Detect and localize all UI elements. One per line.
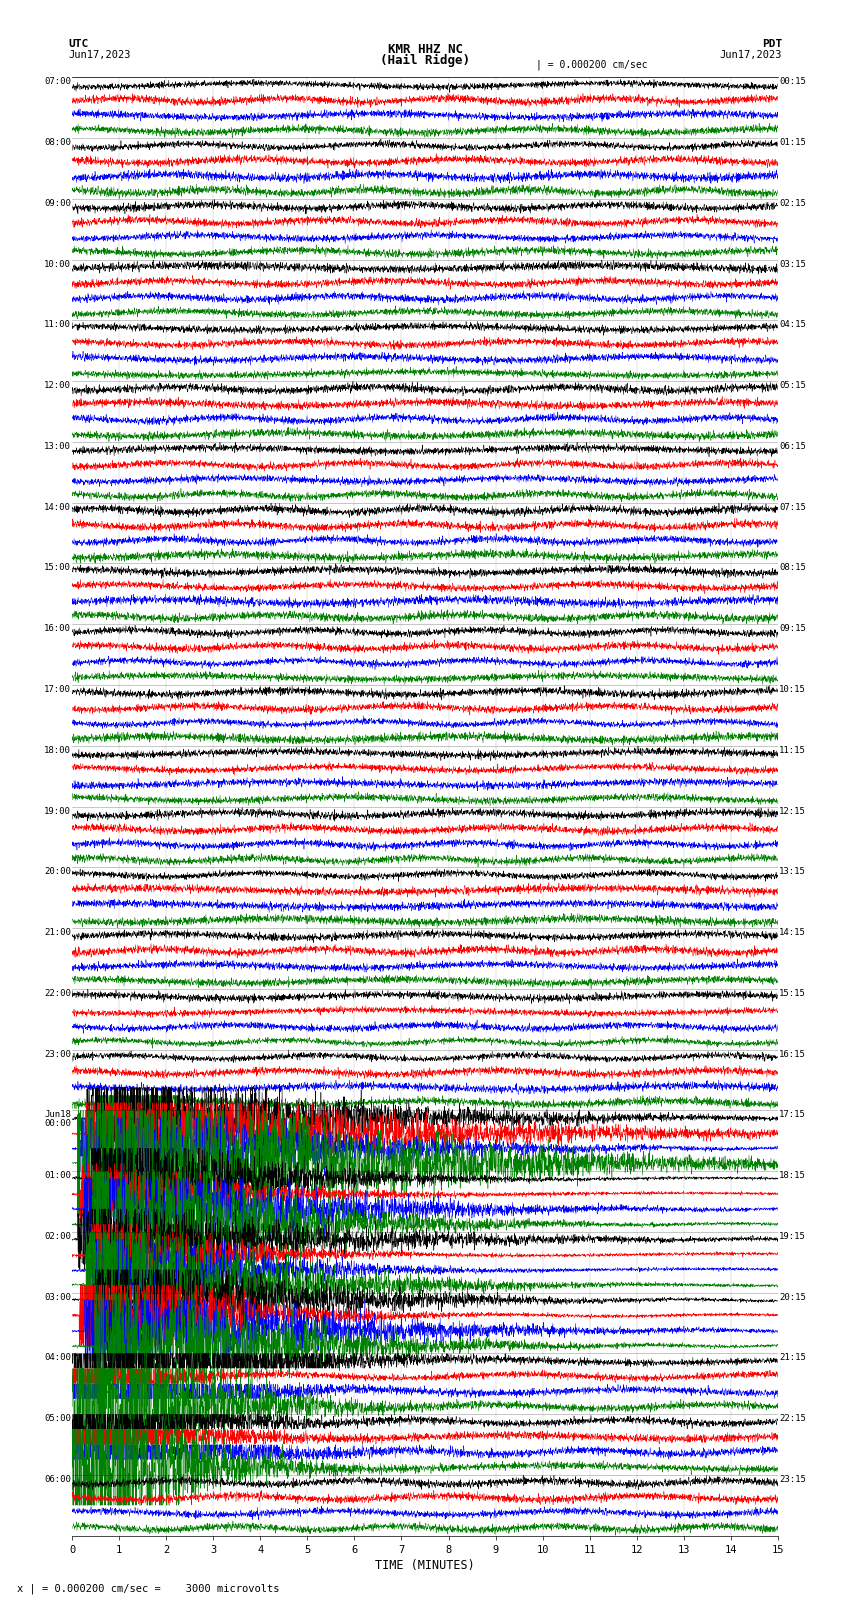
Text: 22:15: 22:15 <box>779 1415 806 1423</box>
Text: 00:15: 00:15 <box>779 77 806 87</box>
Text: 05:15: 05:15 <box>779 381 806 390</box>
Text: 08:15: 08:15 <box>779 563 806 573</box>
Text: 02:00: 02:00 <box>44 1232 71 1240</box>
Text: 13:15: 13:15 <box>779 868 806 876</box>
Text: 12:15: 12:15 <box>779 806 806 816</box>
Text: 17:00: 17:00 <box>44 686 71 694</box>
Text: 04:00: 04:00 <box>44 1353 71 1363</box>
Text: 06:00: 06:00 <box>44 1474 71 1484</box>
Text: 10:15: 10:15 <box>779 686 806 694</box>
Text: PDT: PDT <box>762 39 782 50</box>
Text: 09:00: 09:00 <box>44 198 71 208</box>
Text: 18:15: 18:15 <box>779 1171 806 1181</box>
Text: Jun18
00:00: Jun18 00:00 <box>44 1110 71 1127</box>
Text: 21:00: 21:00 <box>44 927 71 937</box>
Text: 21:15: 21:15 <box>779 1353 806 1363</box>
Text: Jun17,2023: Jun17,2023 <box>719 50 782 60</box>
Text: 15:15: 15:15 <box>779 989 806 998</box>
Text: 20:15: 20:15 <box>779 1292 806 1302</box>
Text: 22:00: 22:00 <box>44 989 71 998</box>
Text: KMR HHZ NC: KMR HHZ NC <box>388 42 462 56</box>
Text: 04:15: 04:15 <box>779 321 806 329</box>
Text: 14:00: 14:00 <box>44 503 71 511</box>
Text: 14:15: 14:15 <box>779 927 806 937</box>
Text: 12:00: 12:00 <box>44 381 71 390</box>
Text: 16:15: 16:15 <box>779 1050 806 1058</box>
Text: 18:00: 18:00 <box>44 745 71 755</box>
Text: 07:15: 07:15 <box>779 503 806 511</box>
Text: 23:00: 23:00 <box>44 1050 71 1058</box>
Text: 05:00: 05:00 <box>44 1415 71 1423</box>
Text: 19:15: 19:15 <box>779 1232 806 1240</box>
Text: | = 0.000200 cm/sec: | = 0.000200 cm/sec <box>536 60 647 71</box>
Text: 23:15: 23:15 <box>779 1474 806 1484</box>
Text: Jun17,2023: Jun17,2023 <box>68 50 131 60</box>
Text: 07:00: 07:00 <box>44 77 71 87</box>
Text: 16:00: 16:00 <box>44 624 71 634</box>
Text: 17:15: 17:15 <box>779 1110 806 1119</box>
Text: 11:00: 11:00 <box>44 321 71 329</box>
Text: 08:00: 08:00 <box>44 139 71 147</box>
Text: 20:00: 20:00 <box>44 868 71 876</box>
Text: 10:00: 10:00 <box>44 260 71 269</box>
Text: 01:15: 01:15 <box>779 139 806 147</box>
Text: 03:15: 03:15 <box>779 260 806 269</box>
Text: UTC: UTC <box>68 39 88 50</box>
Text: 02:15: 02:15 <box>779 198 806 208</box>
Text: 09:15: 09:15 <box>779 624 806 634</box>
Text: 13:00: 13:00 <box>44 442 71 452</box>
X-axis label: TIME (MINUTES): TIME (MINUTES) <box>375 1558 475 1571</box>
Text: x | = 0.000200 cm/sec =    3000 microvolts: x | = 0.000200 cm/sec = 3000 microvolts <box>17 1582 280 1594</box>
Text: (Hail Ridge): (Hail Ridge) <box>380 53 470 66</box>
Text: 06:15: 06:15 <box>779 442 806 452</box>
Text: 15:00: 15:00 <box>44 563 71 573</box>
Text: 19:00: 19:00 <box>44 806 71 816</box>
Text: 03:00: 03:00 <box>44 1292 71 1302</box>
Text: 11:15: 11:15 <box>779 745 806 755</box>
Text: 01:00: 01:00 <box>44 1171 71 1181</box>
